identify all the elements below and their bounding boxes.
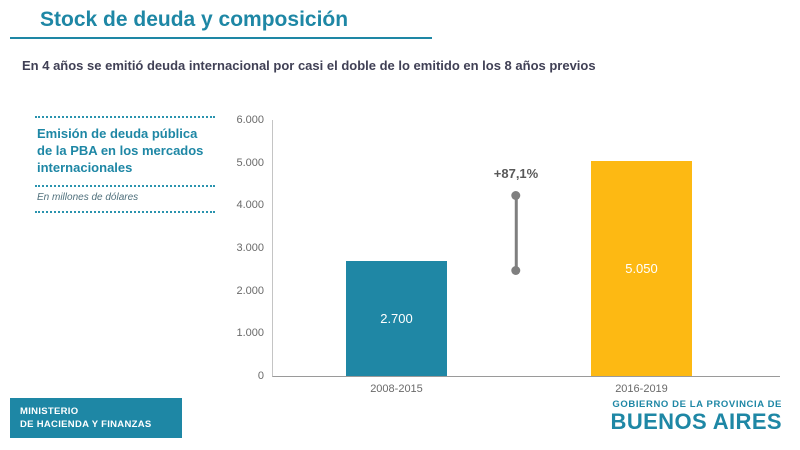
title-underline [10, 37, 432, 39]
plot-area: 2.700 5.050 +87,1% 2008-2015 2016-2019 [272, 120, 780, 395]
slide-subtitle: En 4 años se emitió deuda internacional … [22, 58, 596, 73]
chart-caption-panel: Emisión de deuda pública de la PBA en lo… [35, 116, 215, 213]
y-tick-label: 0 [257, 370, 264, 382]
bar-2008-2015: 2.700 [346, 260, 447, 376]
chart-units-note: En millones de dólares [35, 187, 215, 213]
page-title: Stock de deuda y composición [40, 8, 349, 31]
y-tick-label: 1.000 [236, 327, 264, 340]
pct-change-label: +87,1% [493, 166, 539, 181]
x-axis-label: 2008-2015 [370, 383, 423, 395]
government-logo: GOBIERNO DE LA PROVINCIA DE BUENOS AIRES [611, 399, 782, 433]
bar-2016-2019: 5.050 [591, 160, 692, 376]
chart-title: Emisión de deuda pública de la PBA en lo… [35, 116, 215, 187]
bar-chart: 6.000 5.000 4.000 3.000 2.000 1.000 0 2.… [228, 114, 780, 420]
y-tick-label: 6.000 [236, 114, 264, 126]
y-tick-label: 5.000 [236, 156, 264, 169]
ministry-name-line2: DE HACIENDA Y FINANZAS [20, 419, 152, 430]
y-tick-label: 4.000 [236, 199, 264, 212]
bar-value-label: 5.050 [625, 260, 658, 276]
y-tick-label: 3.000 [236, 242, 264, 254]
ministry-name-line1: MINISTERIO [20, 405, 79, 417]
annotation-connector-line [514, 195, 518, 271]
ministry-logo-box: MINISTERIO DE HACIENDA Y FINANZAS [10, 398, 182, 438]
x-axis-label: 2016-2019 [615, 383, 668, 395]
pct-change-annotation: +87,1% [494, 166, 538, 271]
government-name-line2: BUENOS AIRES [610, 409, 782, 434]
government-name-line1: GOBIERNO DE LA PROVINCIA DE [612, 399, 782, 410]
y-axis: 6.000 5.000 4.000 3.000 2.000 1.000 0 [228, 114, 270, 382]
bar-value-label: 2.700 [380, 310, 413, 326]
y-tick-label: 2.000 [236, 284, 264, 297]
